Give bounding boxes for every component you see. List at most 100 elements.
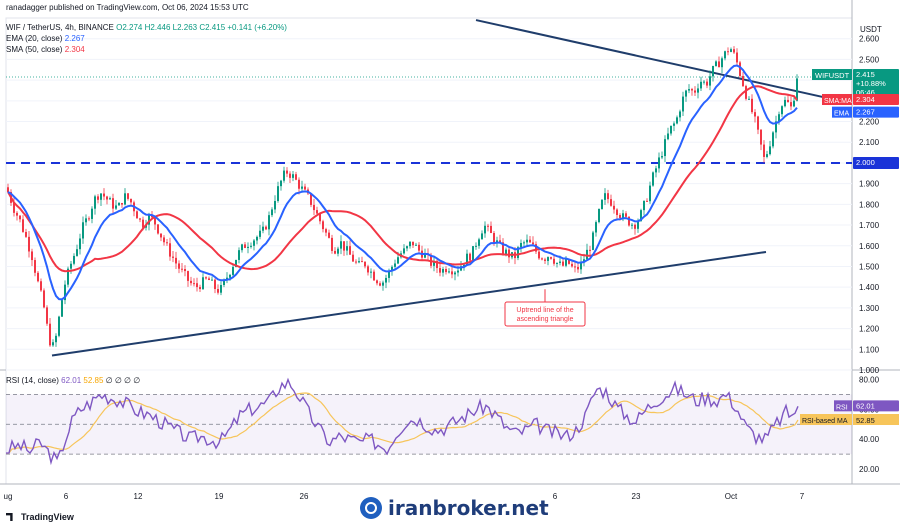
- candle-body: [409, 241, 411, 247]
- candle-body: [505, 249, 507, 254]
- sma-legend[interactable]: SMA (50, close) 2.304: [6, 45, 85, 54]
- candle-body: [172, 256, 174, 258]
- candle-body: [202, 277, 204, 290]
- candle-body: [733, 49, 735, 53]
- candle-body: [454, 272, 456, 275]
- candle-body: [214, 279, 216, 290]
- rsi-tag-bg: [853, 400, 899, 412]
- candle-body: [661, 156, 663, 158]
- candle-body: [490, 225, 492, 234]
- candle-body: [739, 62, 741, 76]
- candle-body: [631, 224, 633, 226]
- candle-body: [289, 173, 291, 178]
- moving-averages: [7, 64, 798, 301]
- symbol-tag-text: WIFUSDT: [815, 71, 850, 80]
- time-tick-label: ug: [4, 492, 13, 501]
- ema-tag-text-0: 2.267: [856, 108, 875, 117]
- price-tick-label: 1.000: [859, 366, 880, 375]
- candle-body: [586, 249, 588, 260]
- candle-body: [784, 99, 786, 107]
- candle-body: [106, 196, 108, 200]
- candle-body: [88, 218, 90, 220]
- candle-body: [190, 280, 192, 284]
- candle-body: [499, 240, 501, 243]
- candle-body: [40, 281, 42, 291]
- tradingview-logo-icon: [6, 513, 13, 521]
- candle-body: [388, 270, 390, 278]
- ema-tag-label: EMA: [834, 111, 850, 118]
- rsi-legend[interactable]: RSI (14, close) 62.01 52.85 ∅ ∅ ∅ ∅: [6, 376, 140, 385]
- candle-body: [43, 290, 45, 308]
- candle-body: [112, 198, 114, 209]
- candle-body: [25, 231, 27, 237]
- candle-body: [73, 255, 75, 264]
- time-tick-label: 6: [64, 492, 69, 501]
- symbol-pair[interactable]: WIF / TetherUS, 4h, BINANCE: [6, 23, 114, 32]
- candle-body: [523, 242, 525, 244]
- ema-legend-label: EMA (20, close): [6, 34, 63, 43]
- candle-body: [544, 259, 546, 261]
- candle-body: [361, 261, 363, 263]
- annotation-box: [504, 301, 586, 327]
- sma-50-line: [7, 85, 798, 273]
- level-tag-bg: [853, 156, 899, 169]
- candle-body: [403, 248, 405, 254]
- ema-legend[interactable]: EMA (20, close) 2.267: [6, 34, 85, 43]
- candle-body: [628, 216, 630, 226]
- candle-body: [79, 238, 81, 250]
- candle-body: [619, 215, 621, 218]
- candle-body: [703, 81, 705, 83]
- candle-body: [256, 236, 258, 241]
- rsi-legend-label: RSI (14, close): [6, 376, 59, 385]
- last-price-tag-text-0: 2.415: [856, 70, 875, 79]
- tradingview-logo[interactable]: TradingView: [6, 512, 74, 522]
- candle-body: [457, 270, 459, 273]
- candle-body: [463, 264, 465, 267]
- candle-body: [253, 240, 255, 246]
- candle-body: [286, 170, 288, 174]
- candle-body: [223, 279, 225, 286]
- candle-body: [130, 198, 132, 203]
- candle-body: [655, 168, 657, 173]
- candle-body: [688, 89, 690, 91]
- candle-body: [595, 222, 597, 233]
- time-tick-label: 6: [553, 492, 558, 501]
- time-tick-label: 26: [300, 492, 309, 501]
- candle-body: [622, 213, 624, 218]
- candle-body: [781, 106, 783, 115]
- watermark-icon: [360, 497, 382, 519]
- candle-body: [787, 99, 789, 103]
- sma-tag-bg: [853, 93, 899, 105]
- candle-body: [751, 98, 753, 113]
- candle-body: [652, 172, 654, 186]
- price-tags: WIFUSDT 2.415+10.88%06:46 SMA:MA 2.304 EMA 2.…: [800, 69, 899, 426]
- price-tick-label: 1.400: [859, 283, 880, 292]
- candle-body: [76, 249, 78, 256]
- candle-body: [715, 61, 717, 66]
- time-tick-label: 23: [632, 492, 641, 501]
- candle-body: [271, 209, 273, 216]
- candle-body: [364, 261, 366, 267]
- candle-body: [298, 179, 300, 189]
- candle-body: [301, 186, 303, 189]
- rsi-ma-tag-label: RSI-based MA: [802, 418, 848, 425]
- candle-body: [589, 249, 591, 251]
- candle-body: [193, 283, 195, 285]
- candle-body: [187, 271, 189, 281]
- candle-body: [391, 266, 393, 271]
- candle-body: [163, 237, 165, 243]
- candle-body: [553, 258, 555, 264]
- candle-body: [142, 219, 144, 228]
- candle-body: [103, 193, 105, 197]
- candle-body: [727, 51, 729, 53]
- candle-body: [352, 254, 354, 262]
- candle-body: [37, 272, 39, 282]
- candle-body: [574, 266, 576, 268]
- candle-body: [685, 90, 687, 97]
- candle-body: [220, 285, 222, 293]
- candle-body: [277, 186, 279, 201]
- candle-body: [613, 205, 615, 210]
- candle-body: [325, 229, 327, 233]
- candle-body: [229, 274, 231, 278]
- annotation-line-1: Uptrend line of the: [516, 307, 573, 314]
